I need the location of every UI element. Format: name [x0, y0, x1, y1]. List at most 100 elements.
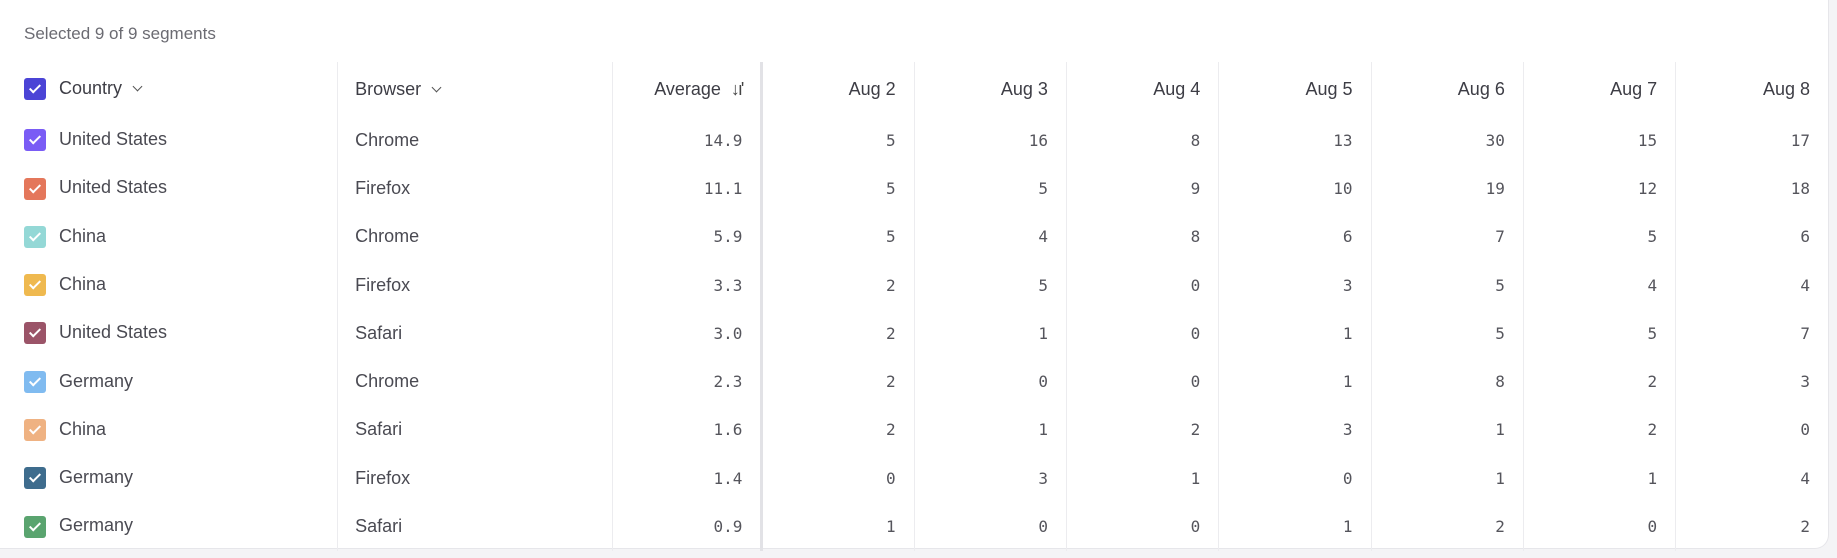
- table-row: Germany Chrome 2.3 2 0 0 1 8 2 3: [0, 357, 1828, 406]
- date-value-cell: 6: [1218, 212, 1372, 261]
- date-value-cell: 13: [1218, 116, 1372, 165]
- table-row: China Firefox 3.3 2 5 0 3 5 4 4: [0, 260, 1828, 310]
- browser-cell: Chrome: [337, 116, 613, 165]
- country-cell: United States: [0, 309, 339, 358]
- segments-table: Country Browser Average ↓ı' Aug 2 Aug 3 A…: [0, 62, 1828, 551]
- date-column-header[interactable]: Aug 8: [1762, 78, 1810, 99]
- browser-cell: Firefox: [337, 260, 613, 310]
- table-row: Germany Firefox 1.4 0 3 1 0 1 1 4: [0, 454, 1828, 503]
- date-value-cell: 5: [1523, 212, 1677, 261]
- browser-cell: Safari: [337, 502, 613, 551]
- date-value-cell: 1: [1066, 454, 1220, 503]
- segment-checkbox[interactable]: [24, 225, 46, 248]
- date-value-cell: 7: [1800, 323, 1810, 343]
- select-all-checkbox[interactable]: [24, 78, 46, 101]
- country-label: United States: [59, 322, 168, 343]
- average-cell: 3.0: [612, 309, 764, 358]
- average-column-header[interactable]: Average ↓ı': [612, 62, 764, 116]
- date-value-cell: 2: [1800, 517, 1810, 537]
- country-cell: China: [0, 260, 339, 310]
- date-value-cell: 4: [1800, 468, 1810, 488]
- table-row: Germany Safari 0.9 1 0 0 1 2 0 2: [0, 502, 1828, 551]
- segment-checkbox[interactable]: [24, 370, 46, 393]
- sort-descending-icon[interactable]: ↓ı': [730, 78, 745, 99]
- average-cell: 2.3: [612, 357, 764, 406]
- table-header-row: Country Browser Average ↓ı' Aug 2 Aug 3 A…: [0, 62, 1828, 116]
- segment-checkbox[interactable]: [24, 467, 46, 490]
- date-value-cell: 0: [1218, 454, 1372, 503]
- segment-checkbox[interactable]: [24, 419, 46, 442]
- table-row: United States Safari 3.0 2 1 0 1 5 5 7: [0, 309, 1828, 358]
- browser-cell: Chrome: [337, 212, 613, 261]
- date-value-cell: 10: [1218, 164, 1372, 213]
- chevron-down-icon[interactable]: [132, 81, 143, 92]
- date-value-cell: 1: [914, 405, 1067, 455]
- table-row: United States Chrome 14.9 5 16 8 13 30 15 17: [0, 116, 1828, 165]
- selection-summary: Selected 9 of 9 segments: [24, 24, 216, 43]
- date-value-cell: 2: [761, 357, 915, 406]
- average-cell: 11.1: [612, 164, 764, 213]
- browser-cell: Safari: [337, 405, 613, 455]
- date-value-cell: 2: [761, 309, 915, 358]
- average-cell: 1.4: [612, 454, 764, 503]
- chevron-down-icon[interactable]: [431, 82, 442, 92]
- date-value-cell: 0: [1066, 357, 1220, 406]
- segment-checkbox[interactable]: [24, 515, 46, 538]
- date-value-cell: 17: [1790, 130, 1810, 150]
- country-label: Germany: [59, 515, 134, 536]
- average-cell: 3.3: [612, 260, 764, 310]
- country-cell: United States: [0, 164, 339, 213]
- country-cell: Germany: [0, 454, 339, 503]
- date-value-cell: 18: [1790, 178, 1810, 198]
- country-cell: China: [0, 405, 339, 455]
- average-header-label: Average: [654, 78, 721, 99]
- segment-checkbox[interactable]: [24, 322, 46, 345]
- country-header-label: Country: [59, 77, 123, 98]
- date-value-cell: 5: [1523, 309, 1677, 358]
- country-label: China: [59, 418, 107, 439]
- date-value-cell: 2: [1523, 357, 1677, 406]
- date-value-cell: 1: [761, 502, 915, 551]
- date-column-header[interactable]: Aug 6: [1371, 62, 1524, 116]
- date-value-cell: 0: [914, 502, 1067, 551]
- table-row: China Chrome 5.9 5 4 8 6 7 5 6: [0, 212, 1828, 261]
- browser-header-label: Browser: [355, 78, 422, 99]
- country-column-header[interactable]: Country: [0, 62, 339, 116]
- browser-column-header[interactable]: Browser: [337, 62, 613, 116]
- date-value-cell: 1: [1218, 309, 1372, 358]
- date-column-header[interactable]: Aug 4: [1066, 62, 1220, 116]
- date-value-cell: 8: [1066, 116, 1220, 165]
- date-value-cell: 7: [1371, 212, 1524, 261]
- segment-checkbox[interactable]: [24, 274, 46, 297]
- date-column-header[interactable]: Aug 5: [1218, 62, 1372, 116]
- date-value-cell: 5: [1371, 260, 1524, 310]
- date-value-cell: 3: [1800, 372, 1810, 392]
- date-value-cell: 2: [761, 260, 915, 310]
- date-column-header[interactable]: Aug 7: [1523, 62, 1677, 116]
- date-value-cell: 2: [1371, 502, 1524, 551]
- date-value-cell: 5: [761, 212, 915, 261]
- browser-cell: Firefox: [337, 454, 613, 503]
- date-value-cell: 1: [914, 309, 1067, 358]
- date-column-header[interactable]: Aug 3: [914, 62, 1067, 116]
- date-value-cell: 12: [1523, 164, 1677, 213]
- segments-card: Selected 9 of 9 segments Country Browser…: [0, 0, 1829, 549]
- date-value-cell: 3: [914, 454, 1067, 503]
- date-value-cell: 3: [1218, 260, 1372, 310]
- average-cell: 5.9: [612, 212, 764, 261]
- date-value-cell: 5: [1371, 309, 1524, 358]
- date-value-cell: 0: [761, 454, 915, 503]
- date-value-cell: 30: [1371, 116, 1524, 165]
- country-cell: China: [0, 212, 339, 261]
- country-label: China: [59, 225, 107, 246]
- browser-cell: Firefox: [337, 164, 613, 213]
- segment-checkbox[interactable]: [24, 129, 46, 152]
- date-value-cell: 0: [1800, 420, 1810, 440]
- date-column-header[interactable]: Aug 2: [761, 62, 915, 116]
- date-value-cell: 15: [1523, 116, 1677, 165]
- date-value-cell: 4: [1800, 275, 1810, 295]
- segment-checkbox[interactable]: [24, 177, 46, 200]
- date-value-cell: 8: [1371, 357, 1524, 406]
- country-cell: Germany: [0, 502, 339, 551]
- country-label: China: [59, 273, 107, 294]
